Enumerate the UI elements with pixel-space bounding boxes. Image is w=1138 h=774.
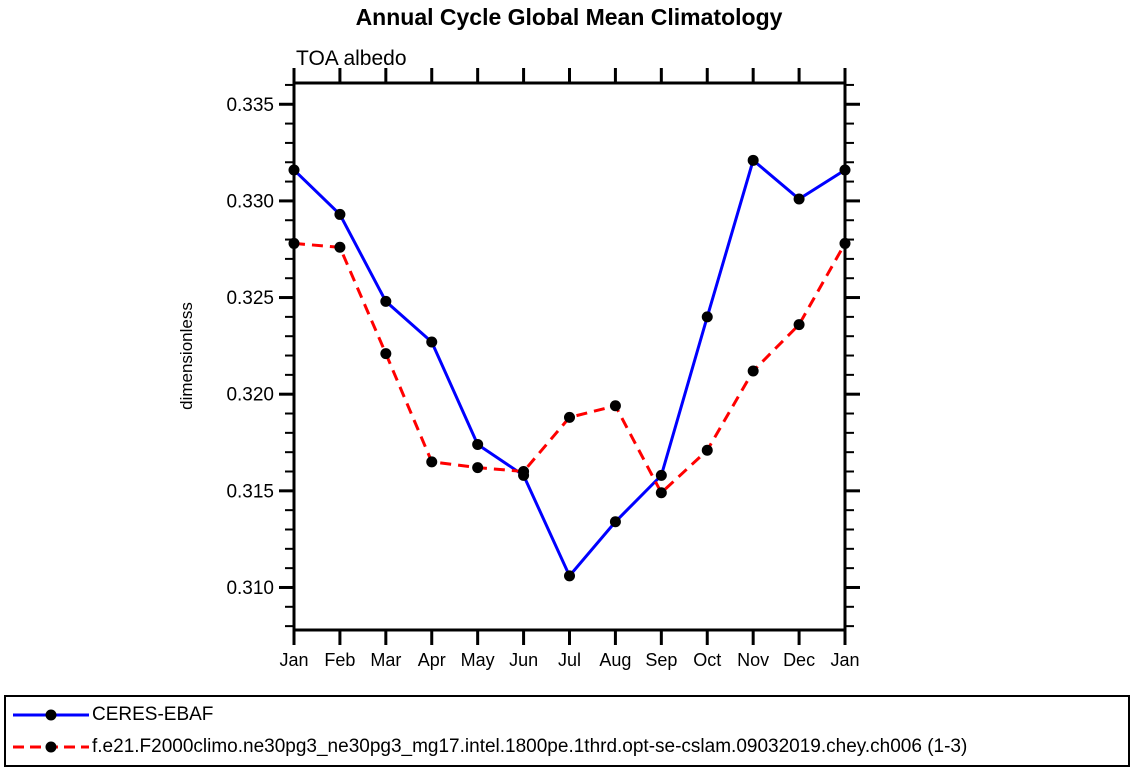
x-tick-label: Jan [279, 650, 308, 670]
data-point-marker [564, 570, 575, 582]
data-point-marker [334, 241, 346, 253]
x-tick-label: Jun [509, 650, 538, 670]
data-point-marker [426, 456, 438, 468]
plot-svg: 0.310 0.315 0.320 0.325 0.330 0.335 Jan Feb Mar A… [226, 68, 860, 670]
data-point-marker [793, 193, 805, 205]
legend-row-model: f.e21.F2000climo.ne30pg3_ne30pg3_mg17.in… [12, 732, 1128, 763]
chart-title: Annual Cycle Global Mean Climatology [355, 4, 783, 30]
data-point-marker [747, 154, 759, 166]
plot-frame [292, 81, 847, 632]
legend-box: CERES-EBAF f.e21.F2000climo.ne30pg3_ne30… [4, 695, 1130, 767]
y-tick-label: 0.325 [226, 288, 274, 309]
y-tick-label: 0.320 [226, 385, 274, 406]
data-point-marker [380, 348, 392, 360]
legend-marker [45, 741, 57, 753]
x-tick-label: May [461, 650, 495, 670]
x-tick-label: Oct [693, 650, 721, 670]
x-tick-label: Nov [737, 650, 769, 670]
chart-subtitle: TOA albedo [296, 47, 407, 70]
data-point-marker [288, 164, 300, 176]
data-point-marker [334, 208, 346, 220]
data-point-marker [380, 295, 392, 307]
data-point-marker [747, 365, 759, 377]
legend-line-sample-model [13, 741, 89, 753]
legend-line-sample-ceres [13, 709, 89, 721]
data-point-marker [472, 438, 484, 450]
data-point-marker [472, 462, 484, 474]
data-point-marker [609, 516, 621, 528]
y-tick-label: 0.315 [226, 481, 274, 502]
x-tick-label: Mar [370, 650, 401, 670]
legend-label-ceres: CERES-EBAF [92, 704, 214, 725]
y-tick-label: 0.335 [226, 95, 274, 116]
y-tick-label: 0.310 [226, 578, 274, 599]
data-point-marker [701, 311, 713, 323]
legend-row-ceres: CERES-EBAF [12, 700, 1128, 731]
data-point-marker [839, 237, 851, 249]
legend-marker [45, 709, 57, 721]
series-line-ceres-ebaf [292, 157, 846, 579]
x-tick-label: Apr [418, 650, 446, 670]
data-point-marker [426, 336, 438, 348]
x-tick-label: Dec [783, 650, 815, 670]
data-point-marker [793, 319, 805, 331]
data-point-marker [609, 400, 621, 412]
x-tick-label: Jul [558, 650, 581, 670]
data-point-marker [655, 469, 667, 481]
data-point-marker [701, 444, 713, 456]
x-tick-label: Feb [324, 650, 355, 670]
data-point-marker [518, 466, 530, 478]
data-point-marker [655, 487, 667, 499]
x-tick-label: Jan [830, 650, 859, 670]
legend-label-model: f.e21.F2000climo.ne30pg3_ne30pg3_mg17.in… [92, 736, 968, 757]
data-point-marker [564, 411, 575, 423]
data-point-marker [288, 237, 300, 249]
y-tick-label: 0.330 [226, 191, 274, 212]
x-tick-label: Aug [599, 650, 631, 670]
x-tick-label: Sep [645, 650, 677, 670]
data-point-marker [839, 164, 851, 176]
